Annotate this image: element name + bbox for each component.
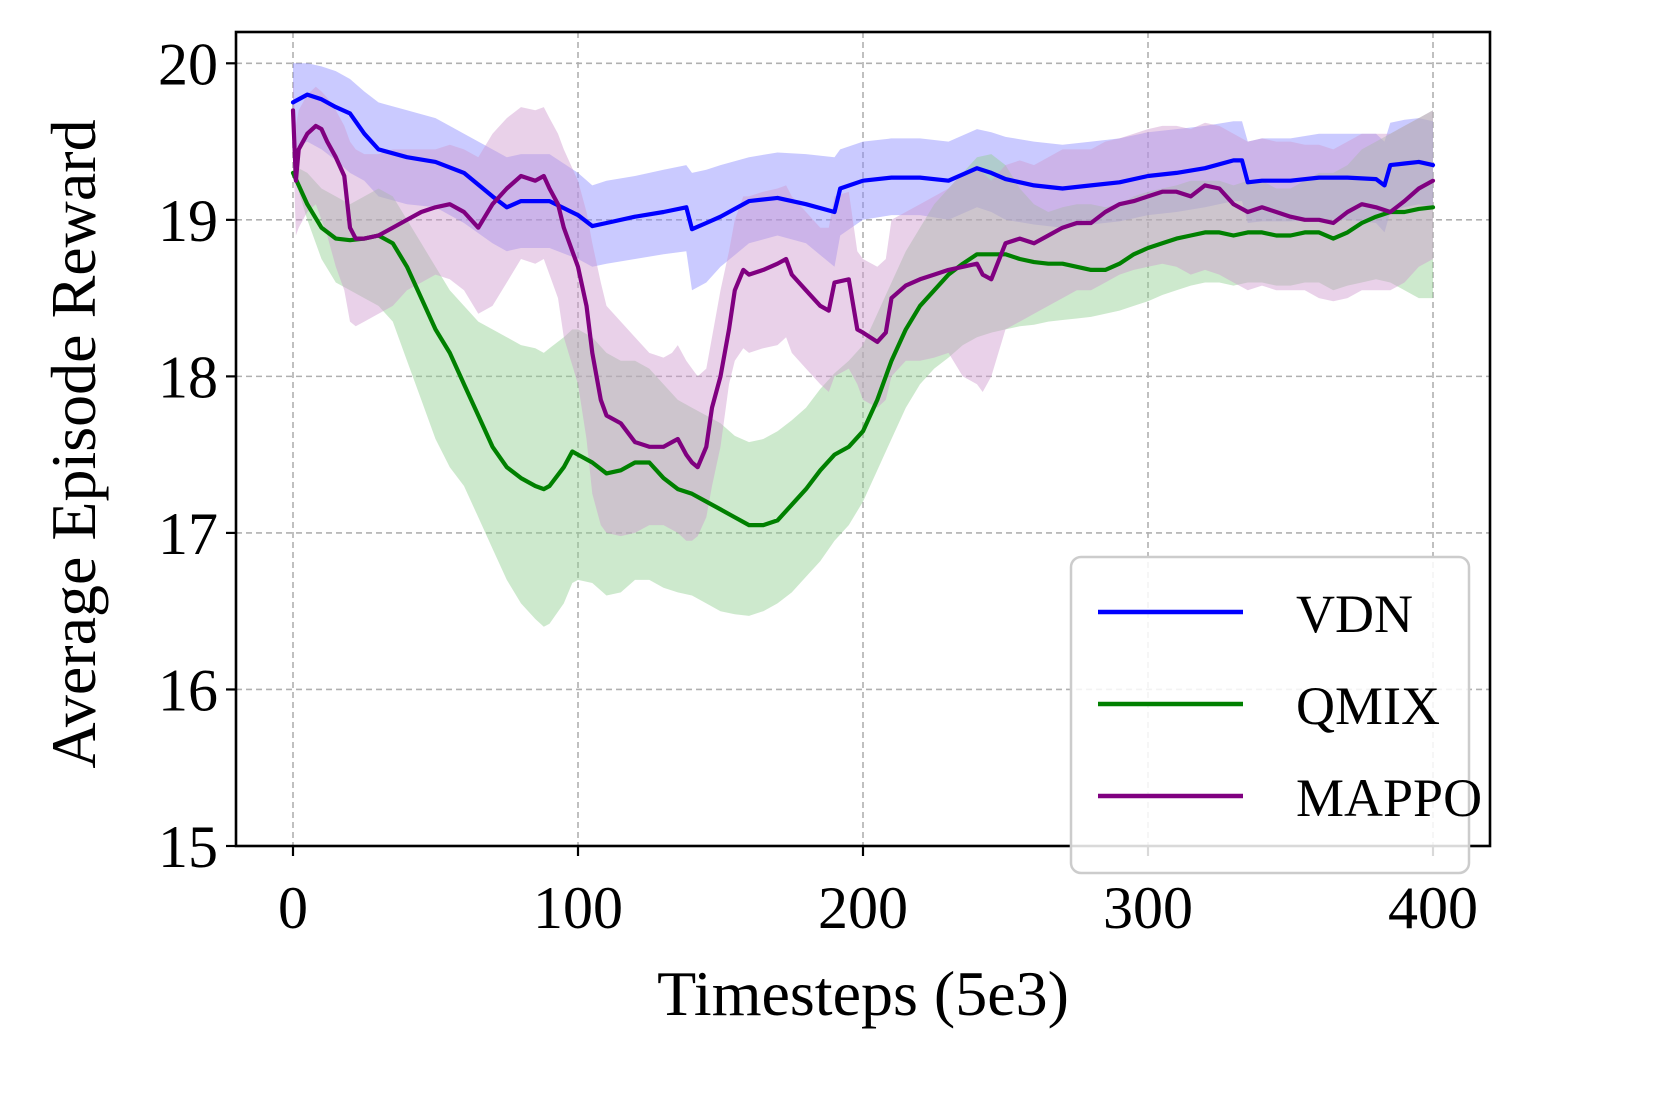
legend: VDN QMIX MAPPO: [1069, 555, 1482, 875]
y-tick-label: 16: [158, 657, 218, 723]
qmix-confidence-band: [293, 110, 1433, 627]
x-tick-labels: 0 100 200 300 400: [278, 875, 1478, 941]
y-tick-label: 20: [158, 31, 218, 97]
y-tick-labels: 15 16 17 18 19 20: [158, 31, 218, 880]
mappo-legend-label: MAPPO: [1296, 768, 1482, 828]
y-tick-label: 18: [158, 344, 218, 410]
vdn-confidence-band: [293, 63, 1433, 291]
vdn-legend-label: VDN: [1296, 584, 1413, 644]
x-tick-label: 300: [1103, 875, 1193, 941]
qmix-legend-label: QMIX: [1296, 676, 1440, 736]
qmix-series-line: [290, 170, 1436, 528]
y-tick-label: 15: [158, 814, 218, 880]
x-tick-label: 200: [818, 875, 908, 941]
x-tick-label: 400: [1388, 875, 1478, 941]
mappo-series-line: [290, 108, 1436, 470]
vdn-series-line: [290, 92, 1436, 232]
series-lines: [290, 92, 1436, 528]
y-tick-label: 19: [158, 188, 218, 254]
x-tick-label: 0: [278, 875, 308, 941]
y-tick-label: 17: [158, 501, 218, 567]
x-tick-label: 100: [533, 875, 623, 941]
x-axis-title: Timesteps (5e3): [657, 958, 1069, 1029]
y-axis-title: Average Episode Reward: [38, 119, 109, 768]
